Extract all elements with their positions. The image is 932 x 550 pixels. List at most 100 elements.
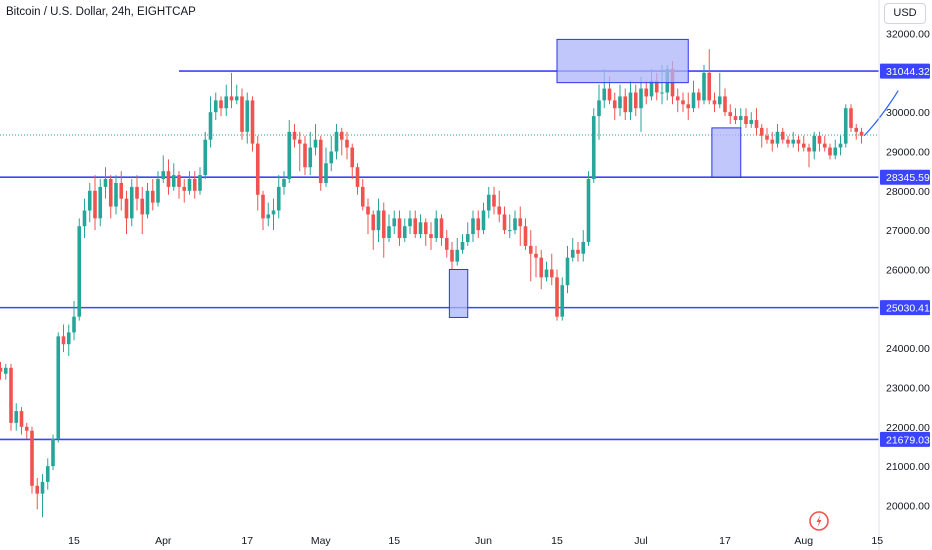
candle-body [828, 147, 832, 156]
candle-body [555, 277, 559, 317]
level-labels: 31044.32 28345.59 25030.41 21679.03 [880, 63, 930, 447]
candle-body [402, 226, 407, 239]
candle-body [376, 210, 381, 231]
candle-body [72, 316, 76, 333]
candle-body [145, 190, 150, 215]
candle-body [654, 80, 659, 93]
zones [448, 38, 742, 318]
price-axis[interactable]: 20000.00 21000.00 22000.00 23000.00 24000.00… [886, 29, 930, 513]
candle-body [14, 411, 19, 423]
time-tick-label: 17 [241, 535, 253, 547]
candle-body [481, 210, 486, 231]
candle-body [318, 139, 323, 183]
symbol-title[interactable]: Bitcoin / U.S. Dollar, 24h, EIGHTCAP [6, 6, 196, 18]
time-tick-label: 15 [68, 535, 80, 547]
price-tick-label: 22000.00 [886, 422, 930, 434]
candle-body [549, 269, 554, 278]
candle-body [450, 249, 454, 262]
candle-body [565, 257, 570, 286]
level-price-tag-1 [880, 169, 930, 185]
price-tick-label: 20000.00 [886, 500, 930, 512]
zone-rect-2[interactable] [711, 127, 742, 178]
level-price-label: 25030.41 [886, 303, 930, 315]
candle-body [786, 139, 790, 144]
candle-body [618, 96, 622, 109]
candle-body [749, 120, 754, 124]
time-tick-label: 15 [388, 535, 400, 547]
candle-body [98, 186, 103, 219]
level-price-label: 21679.03 [886, 434, 930, 446]
candle-body [198, 175, 202, 191]
candle-body [439, 218, 444, 239]
time-tick-label: May [311, 535, 332, 547]
candle-body [45, 466, 50, 482]
projection-curve[interactable] [863, 90, 899, 137]
candle-body [691, 92, 696, 109]
candle-body [581, 241, 586, 254]
candle-body [702, 72, 706, 101]
candle-body [229, 96, 234, 101]
candle-body [161, 171, 166, 180]
candle-body [544, 269, 549, 278]
candle-body [192, 179, 197, 191]
level-price-tag-0 [880, 63, 930, 79]
candle-body [560, 285, 565, 317]
price-tick-label: 24000.00 [886, 343, 930, 355]
candle-body [775, 131, 780, 144]
time-tick-label: Jun [475, 535, 492, 547]
candle-body [150, 190, 155, 203]
tradingview-logo-icon[interactable] [808, 510, 830, 532]
candle-body [313, 139, 318, 148]
candle-body [628, 92, 633, 113]
candle-body [623, 96, 628, 113]
candle-body [3, 367, 8, 374]
candle-body [213, 100, 218, 113]
candle-body [476, 218, 481, 231]
candle-body [208, 112, 213, 140]
time-tick-label: 17 [719, 535, 731, 547]
candle-body [791, 139, 796, 144]
candle-body [282, 179, 286, 187]
currency-button[interactable]: USD [884, 3, 926, 24]
candle-body [723, 96, 727, 113]
candle-body [360, 186, 365, 207]
candle-body [486, 194, 491, 211]
candle-body [203, 139, 208, 176]
zone-rect-0[interactable] [556, 38, 689, 84]
candle-body [366, 206, 370, 215]
level-price-label: 28345.59 [886, 172, 930, 184]
price-tick-label: 26000.00 [886, 264, 930, 276]
candle-body [854, 127, 859, 132]
candle-body [187, 179, 192, 191]
time-tick-label: Jul [634, 535, 647, 547]
candle-body [780, 131, 785, 140]
candle-body [255, 143, 260, 195]
candle-body [297, 139, 302, 144]
candle-body [56, 336, 61, 439]
candle-body [849, 108, 853, 128]
candle-body [639, 88, 643, 109]
candle-body [77, 226, 82, 317]
price-tick-label: 27000.00 [886, 225, 930, 237]
price-tick-label: 23000.00 [886, 382, 930, 394]
candle-body [812, 135, 817, 152]
level-price-label: 31044.32 [886, 66, 930, 78]
candle-body [392, 218, 397, 227]
candle-body [245, 100, 250, 132]
candle-body [660, 92, 664, 94]
time-tick-label: Aug [794, 535, 813, 547]
candle-body [329, 151, 334, 164]
candle-body [345, 139, 349, 148]
time-axis[interactable]: 15 Apr 17 May 15 Jun 15 Jul 17 Aug 15 [68, 535, 883, 547]
time-tick-label: 15 [551, 535, 563, 547]
candle-body [119, 182, 124, 199]
candle-body [334, 131, 339, 152]
candle-body [324, 163, 328, 183]
candle-body [292, 131, 297, 140]
candle-body [429, 234, 433, 239]
candle-body [465, 234, 470, 242]
candle-body [397, 218, 402, 239]
zone-rect-1[interactable] [448, 268, 469, 318]
candle-body [471, 218, 475, 235]
